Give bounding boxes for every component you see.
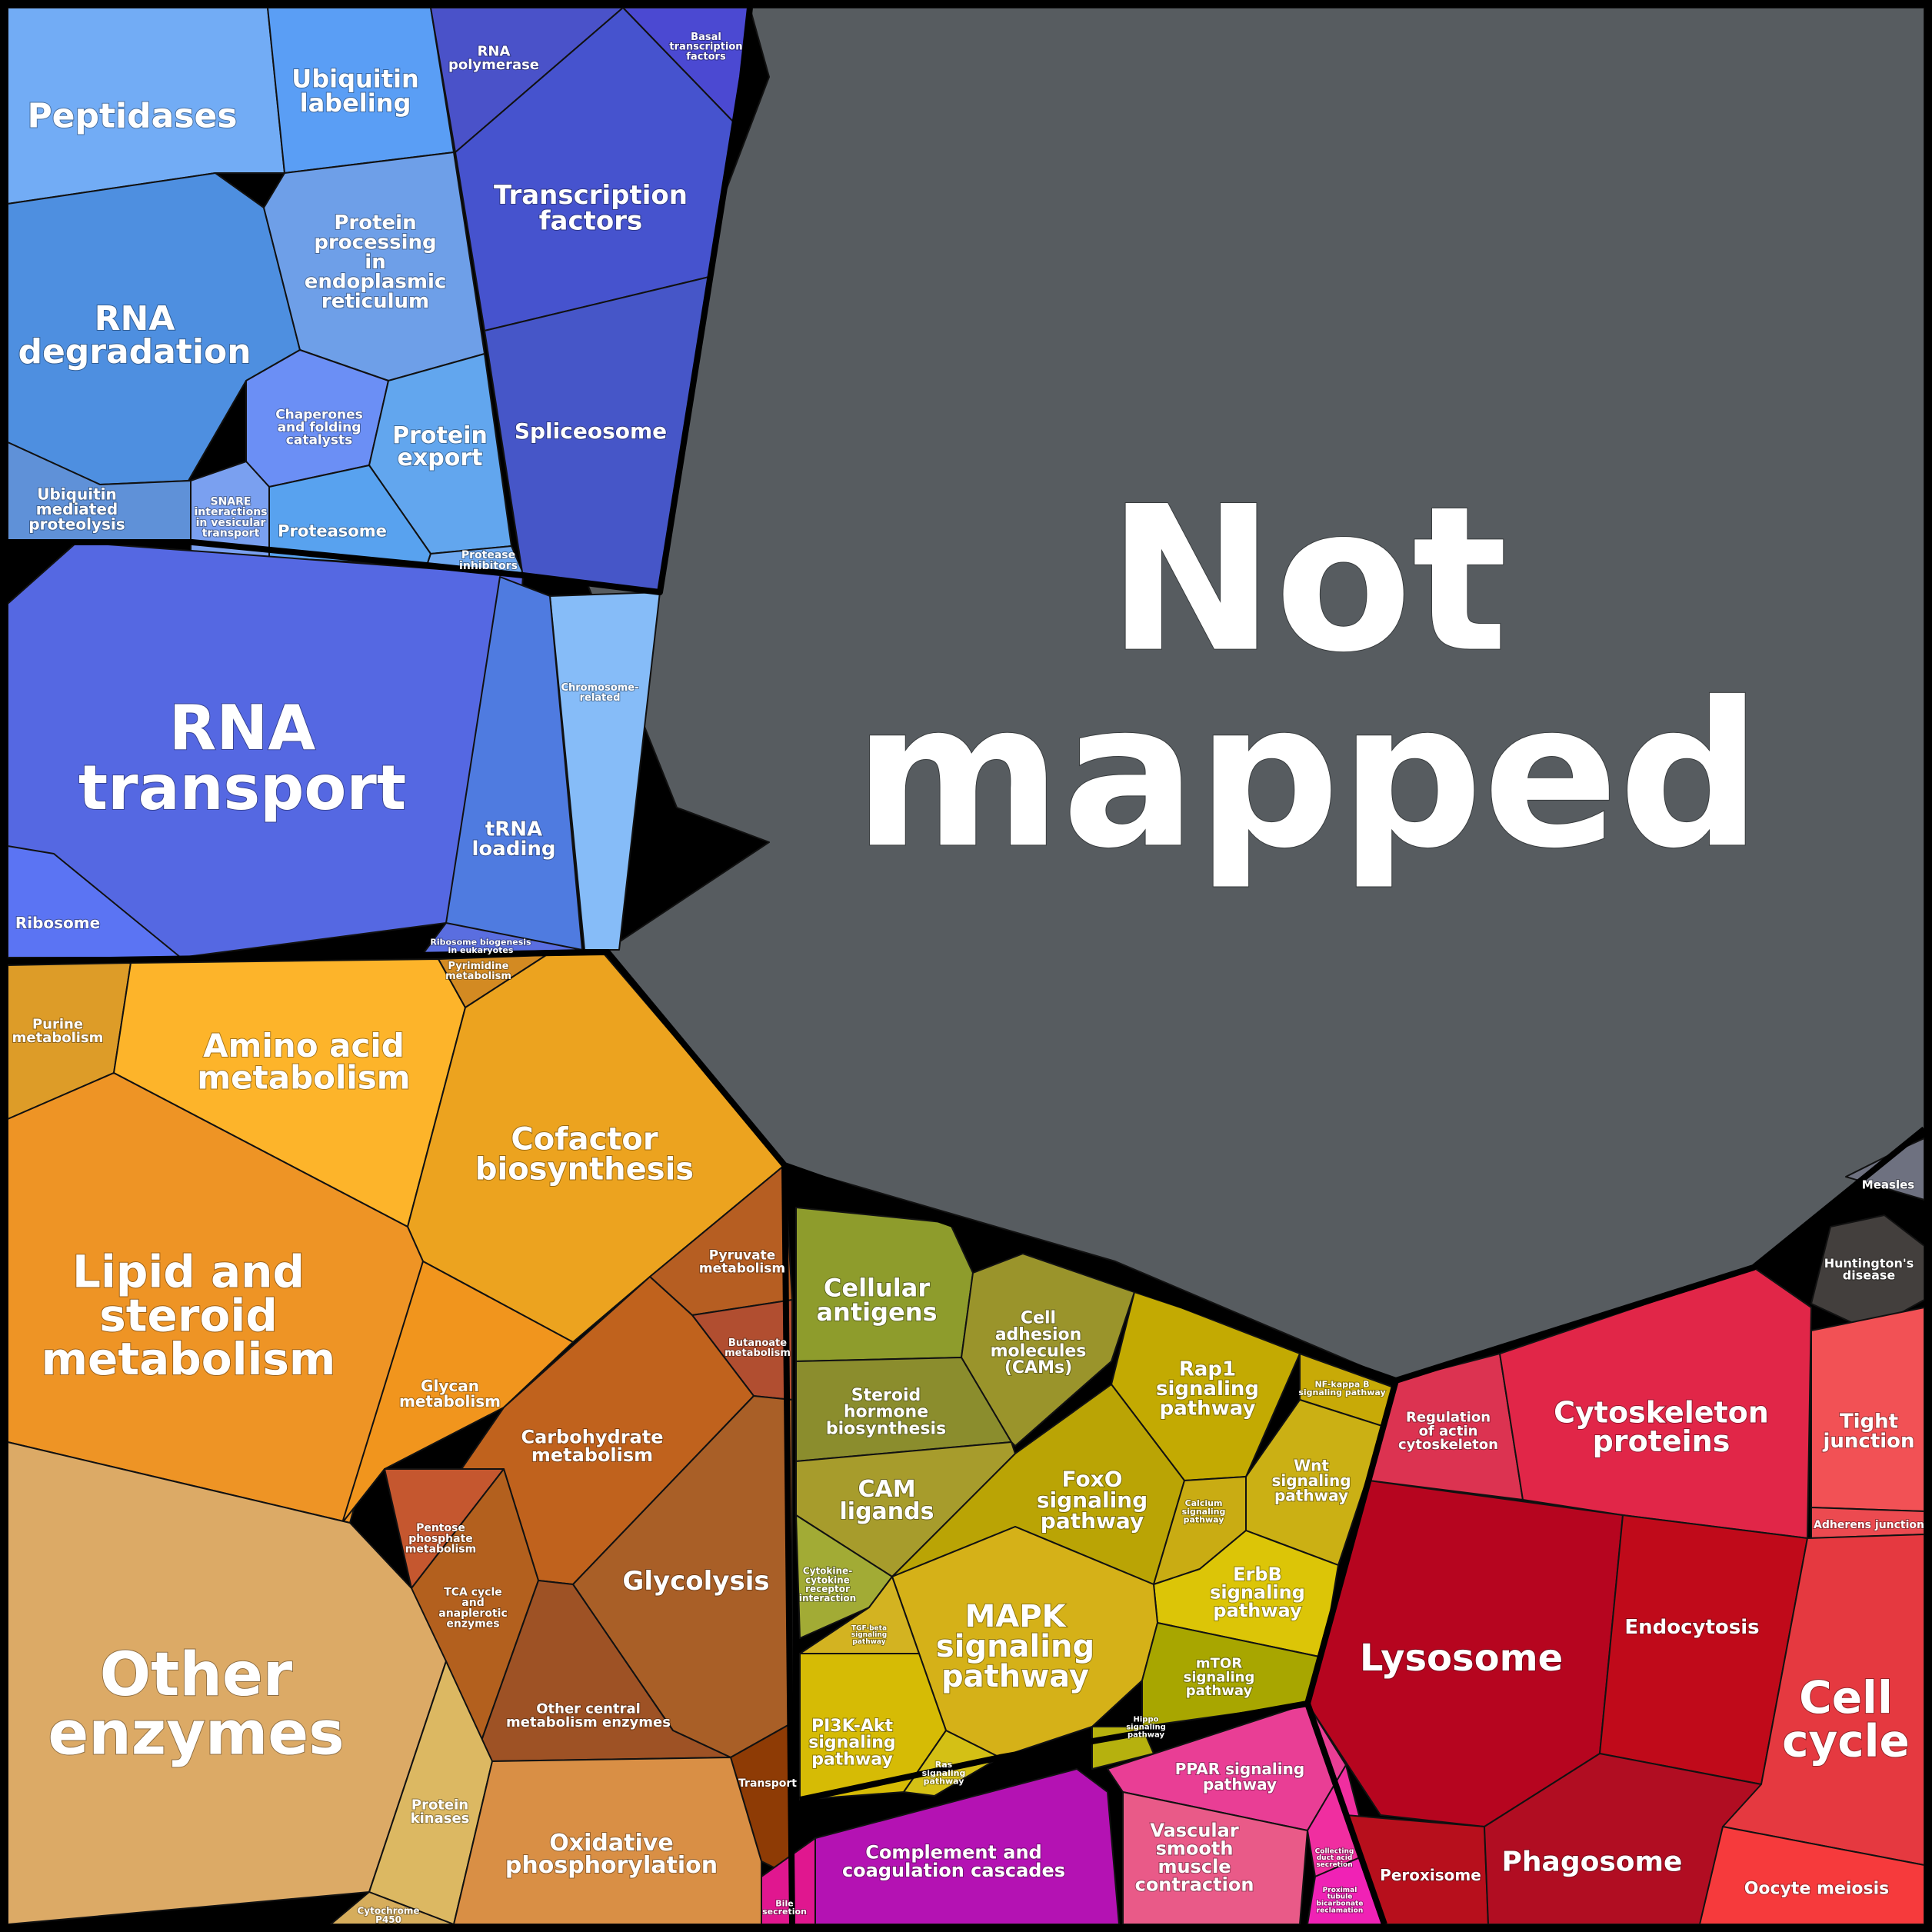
cell-label-cofactor-biosynthesis: Cofactor biosynthesis (475, 1121, 694, 1187)
cell-label-oxidative-phosphorylation: Oxidative phosphorylation (505, 1830, 718, 1879)
cell-label-trna-loading: tRNA loading (472, 818, 556, 860)
cell-label-cell-cycle: Cell cycle (1782, 1671, 1910, 1767)
cell-label-hippo-signaling-pathway: Hippo signaling pathway (1126, 1716, 1166, 1740)
cell-label-butanoate-metabolism: Butanoate metabolism (724, 1337, 791, 1359)
group-boundary-1 (8, 7, 753, 595)
cell-label-adherens-junction: Adherens junction (1814, 1519, 1924, 1531)
cell-label-cellular-antigens: Cellular antigens (816, 1274, 937, 1327)
cell-label-tight-junction: Tight junction (1822, 1410, 1914, 1452)
cell-label-ubiquitin-labeling: Ubiquitin labeling (291, 65, 419, 118)
cell-label-glycolysis: Glycolysis (622, 1566, 769, 1597)
cell-label-peroxisome: Peroxisome (1380, 1866, 1481, 1884)
cell-label-amino-acid-metabolism: Amino acid metabolism (197, 1027, 410, 1096)
cell-label-foxo-signaling-pathway: FoxO signaling pathway (1037, 1466, 1148, 1534)
cell-label-calcium-signaling-pathway: Calcium signaling pathway (1182, 1498, 1226, 1525)
group-boundary-5 (1304, 1379, 1399, 1705)
cell-label-not-mapped: Not mapped (853, 465, 1761, 893)
cell-glycan-metabolism (341, 1261, 574, 1524)
cell-label-other-enzymes: Other enzymes (48, 1641, 344, 1768)
cell-label-complement-and-coagulation-cascades: Complement and coagulation cascades (842, 1842, 1065, 1882)
cell-label-huntington-s-disease: Huntington's disease (1824, 1256, 1914, 1283)
cell-label-protein-processing-in-endoplasmic-reticulum: Protein processing in endoplasmic reticulum (305, 212, 447, 313)
cell-label-collecting-duct-acid-secretion: Collecting duct acid secretion (1315, 1847, 1354, 1869)
cell-label-glycan-metabolism: Glycan metabolism (399, 1377, 501, 1411)
group-boundary-3 (781, 1164, 795, 1925)
cell-label-transcription-factors: Transcription factors (494, 180, 688, 236)
cell-label-spliceosome: Spliceosome (515, 418, 667, 444)
group-boundary-4 (799, 1700, 1387, 1926)
cell-label-wnt-signaling-pathway: Wnt signaling pathway (1271, 1456, 1351, 1504)
cell-label-mapk-signaling-pathway: MAPK signaling pathway (936, 1599, 1094, 1694)
cell-label-proximal-tubule-bicarbonate-reclamation: Proximal tubule bicarbonate reclamation (1317, 1887, 1364, 1914)
cell-label-vascular-smooth-muscle-contraction: Vascular smooth muscle contraction (1135, 1820, 1254, 1896)
cell-label-rna-polymerase: RNA polymerase (448, 43, 539, 73)
cell-label-cytochrome-p450: Cytochrome P450 (357, 1905, 419, 1925)
cell-label-proteasome: Proteasome (278, 521, 387, 540)
cells-layer (7, 7, 1925, 1925)
cell-label-tca-cycle-and-anaplerotic-enzymes: TCA cycle and anaplerotic enzymes (438, 1586, 508, 1630)
labels-layer: Not mapped Peptidases Ubiquitin labeling RNA d… (12, 31, 1925, 1926)
cell-label-endocytosis: Endocytosis (1624, 1616, 1759, 1639)
cell-label-other-central-metabolism-enzymes: Other central metabolism enzymes (506, 1700, 671, 1730)
cell-label-basal-transcription-factors: Basal transcription factors (669, 32, 742, 62)
cell-label-chromosome-related: Chromosome-related (561, 682, 638, 704)
cell-chromosome-related (549, 591, 661, 951)
cell-label-pi3k-akt-signaling-pathway: PI3K-Akt signaling pathway (808, 1717, 895, 1769)
cell-label-tgf-beta-signaling-pathway: TGF-beta signaling pathway (851, 1624, 887, 1646)
cell-label-regulation-of-actin-cytoskeleton: Regulation of actin cytoskeleton (1398, 1410, 1498, 1453)
cell-label-cytoskeleton-proteins: Cytoskeleton proteins (1554, 1396, 1769, 1458)
cell-label-rna-transport: RNA transport (78, 692, 406, 824)
group-boundary-2 (7, 949, 1927, 1384)
cell-label-ribosome-biogenesis-in-eukaryotes: Ribosome biogenesis in eukaryotes (430, 937, 531, 955)
cell-label-pyrimidine-metabolism: Pyrimidine metabolism (445, 961, 511, 982)
cell-label-oocyte-meiosis: Oocyte meiosis (1744, 1880, 1890, 1899)
cell-label-ubiquitin-mediated-proteolysis: Ubiquitin mediated proteolysis (28, 485, 125, 533)
cell-label-cam-ligands: CAM ligands (840, 1476, 934, 1525)
cell-label-rna-degradation: RNA degradation (18, 299, 251, 371)
cell-label-protein-export: Protein export (392, 422, 488, 471)
cell-label-cytokine-cytokine-receptor-interaction: Cytokine-cytokine receptor interaction (799, 1566, 856, 1604)
cell-label-steroid-hormone-biosynthesis: Steroid hormone biosynthesis (826, 1386, 946, 1438)
cell-label-protein-kinases: Protein kinases (411, 1797, 470, 1827)
cell-label-erbb-signaling-pathway: ErbB signaling pathway (1210, 1564, 1305, 1621)
cell-label-snare-interactions-in-vesicular-transport: SNARE interactions in vesicular transport (194, 495, 267, 539)
cell-label-bile-secretion: Bile secretion (762, 1898, 807, 1917)
cell-label-lipid-and-steroid-metabolism: Lipid and steroid metabolism (42, 1245, 336, 1385)
cell-label-ribosome: Ribosome (15, 914, 100, 932)
cell-label-ppar-signaling-pathway: PPAR signaling pathway (1175, 1760, 1304, 1794)
cell-label-protease-inhibitors: Protease inhibitors (459, 549, 518, 572)
cell-label-phagosome: Phagosome (1502, 1847, 1683, 1878)
cell-label-pentose-phosphate-metabolism: Pentose phosphate metabolism (405, 1522, 476, 1555)
cell-label-lysosome: Lysosome (1360, 1637, 1563, 1680)
cell-label-purine-metabolism: Purine metabolism (12, 1016, 104, 1046)
cell-label-chaperones-and-folding-catalysts: Chaperones and folding catalysts (275, 407, 363, 448)
cell-label-peptidases: Peptidases (27, 96, 237, 135)
cell-label-measles: Measles (1862, 1178, 1914, 1191)
cell-label-pyruvate-metabolism: Pyruvate metabolism (699, 1248, 785, 1277)
cell-label-ras-signaling-pathway: Ras signaling pathway (922, 1760, 966, 1787)
cell-label-cell-adhesion-molecules-cams: Cell adhesion molecules (CAMs) (991, 1308, 1087, 1377)
cell-label-carbohydrate-metabolism: Carbohydrate metabolism (521, 1427, 663, 1467)
cell-label-mtor-signaling-pathway: mTOR signaling pathway (1184, 1656, 1255, 1699)
cell-label-rap1-signaling-pathway: Rap1 signaling pathway (1156, 1358, 1259, 1421)
cell-label-transport: Transport (738, 1777, 797, 1790)
